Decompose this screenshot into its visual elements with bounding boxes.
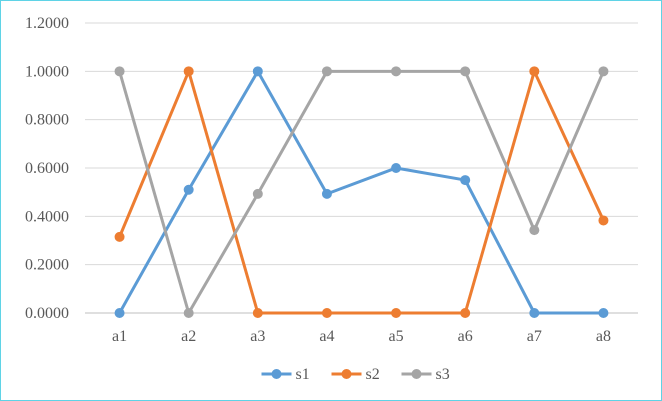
y-tick-label: 0.8000 [25,112,69,129]
data-point-s2 [529,66,540,77]
series-s3 [114,66,609,318]
y-tick-label: 1.2000 [25,15,69,32]
x-tick-label: a5 [389,328,404,345]
legend-swatch-marker-s2 [341,369,352,379]
data-point-s3 [391,66,402,77]
legend-swatch-marker-s1 [271,369,282,379]
data-point-s3 [114,66,125,77]
y-tick-label: 0.0000 [25,305,69,322]
series-s2 [114,66,609,318]
series-line-s1 [118,69,605,315]
x-tick-label: a6 [458,328,473,345]
data-point-s2 [252,308,263,318]
legend-label-s3: s3 [436,366,450,383]
data-point-s3 [252,188,263,199]
x-tick-label: a2 [181,328,196,345]
data-point-s2 [460,308,471,318]
data-point-s1 [183,184,194,195]
data-point-s2 [114,231,125,242]
data-point-s3 [529,225,540,236]
data-point-s2 [391,308,402,318]
data-point-s3 [183,308,194,318]
legend: s1 s2 s3 [261,366,450,383]
x-tick-label: a4 [319,328,334,345]
series-line-s3 [118,69,605,315]
x-tick-label: a1 [112,328,127,345]
series-lines [114,66,609,318]
gridlines [85,22,638,314]
data-point-s1 [529,308,540,318]
y-tick-label: 0.2000 [25,257,69,274]
data-point-s1 [321,188,332,199]
series-line-s2 [118,69,605,315]
legend-swatch-marker-s3 [411,369,422,379]
y-axis-tick-labels: 0.0000 0.2000 0.4000 0.6000 0.8000 1.0000 1.20… [25,15,69,322]
data-point-s1 [252,66,263,77]
data-point-s1 [598,308,609,318]
data-point-s1 [114,308,125,318]
data-point-s3 [460,66,471,77]
data-point-s3 [321,66,332,77]
y-tick-label: 0.4000 [25,208,69,225]
series-s1 [114,66,609,318]
x-tick-label: a8 [596,328,611,345]
x-tick-label: a7 [527,328,542,345]
y-tick-label: 0.6000 [25,160,69,177]
data-point-s2 [598,215,609,226]
legend-label-s1: s1 [296,366,310,383]
data-point-s1 [460,175,471,186]
legend-label-s2: s2 [366,366,380,383]
data-point-s1 [391,163,402,173]
data-point-s2 [183,66,194,77]
x-tick-label: a3 [250,328,265,345]
data-point-s3 [598,66,609,77]
data-point-s2 [321,308,332,318]
x-axis-tick-labels: a1 a2 a3 a4 a5 a6 a7 a8 [112,328,611,345]
y-tick-label: 1.0000 [25,63,69,80]
